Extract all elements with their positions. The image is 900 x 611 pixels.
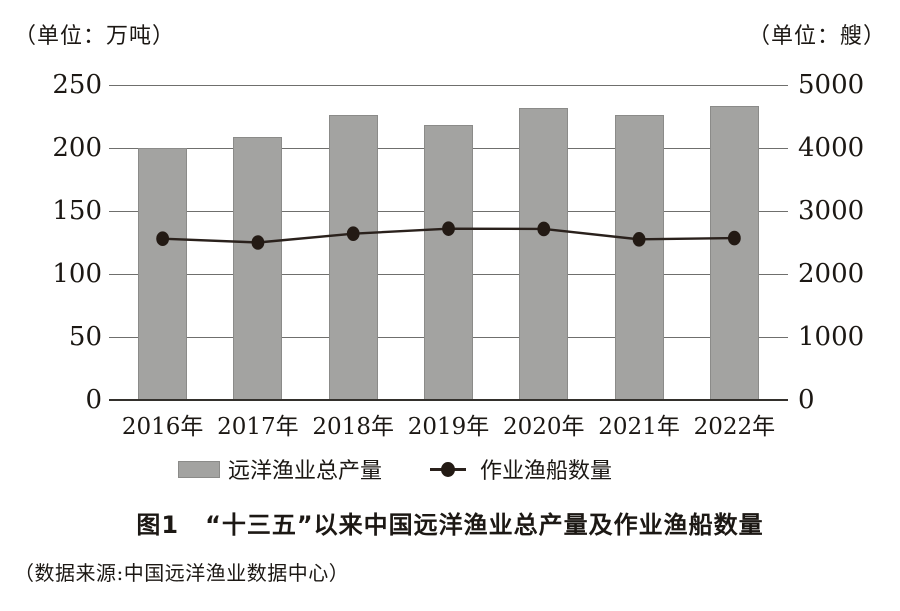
x-axis-line [109, 399, 788, 401]
x-label-2022年: 2022年 [693, 414, 776, 440]
right-tick-label: 5000 [798, 70, 865, 100]
bar-2021年 [614, 115, 664, 400]
right-tick-label: 4000 [798, 133, 865, 163]
right-tick-label: 1000 [798, 322, 865, 352]
bar-2022年 [709, 106, 759, 400]
x-label-2020年: 2020年 [503, 414, 585, 440]
gridline [109, 85, 788, 86]
left-tick-label: 200 [52, 133, 102, 163]
legend: 远洋渔业总产量 作业渔船数量 [178, 453, 612, 485]
bar-2020年 [519, 107, 569, 400]
line-series-marker-icon [430, 461, 467, 478]
x-label-2018年: 2018年 [312, 414, 394, 440]
legend-label-line-series: 作业渔船数量 [480, 459, 613, 484]
x-label-2019年: 2019年 [407, 414, 490, 440]
x-label-2017年: 2017年 [217, 414, 299, 440]
left-axis-unit-label: （单位：万吨） [14, 24, 176, 49]
figure-number: 图1 [136, 511, 180, 539]
legend-item-line-series: 作业渔船数量 [430, 453, 612, 485]
bar-2019年 [424, 125, 473, 400]
left-tick-label: 0 [85, 385, 102, 415]
data-source-note: （数据来源:中国远洋渔业数据中心） [14, 561, 350, 585]
figure-caption: 图1 “十三五”以来中国远洋渔业总产量及作业渔船数量 [0, 505, 900, 540]
bar-2016年 [138, 148, 188, 400]
right-axis-unit-label: （单位：艘） [747, 24, 886, 49]
legend-label-bar-series: 远洋渔业总产量 [228, 459, 383, 484]
right-tick-label: 2000 [798, 259, 865, 289]
left-tick-label: 100 [52, 259, 102, 289]
right-tick-label: 0 [798, 385, 815, 415]
left-tick-label: 150 [52, 196, 102, 226]
left-tick-label: 50 [68, 322, 102, 352]
right-tick-label: 3000 [798, 196, 865, 226]
figure-title: “十三五”以来中国远洋渔业总产量及作业渔船数量 [205, 511, 764, 539]
legend-item-bar-series: 远洋渔业总产量 [178, 453, 382, 485]
bar-2017年 [233, 136, 283, 400]
bar-2018年 [328, 115, 378, 400]
x-label-2021年: 2021年 [598, 414, 680, 440]
left-tick-label: 250 [52, 70, 102, 100]
plot-area [109, 85, 788, 401]
x-label-2016年: 2016年 [121, 414, 204, 440]
bar-series-swatch [178, 460, 220, 478]
